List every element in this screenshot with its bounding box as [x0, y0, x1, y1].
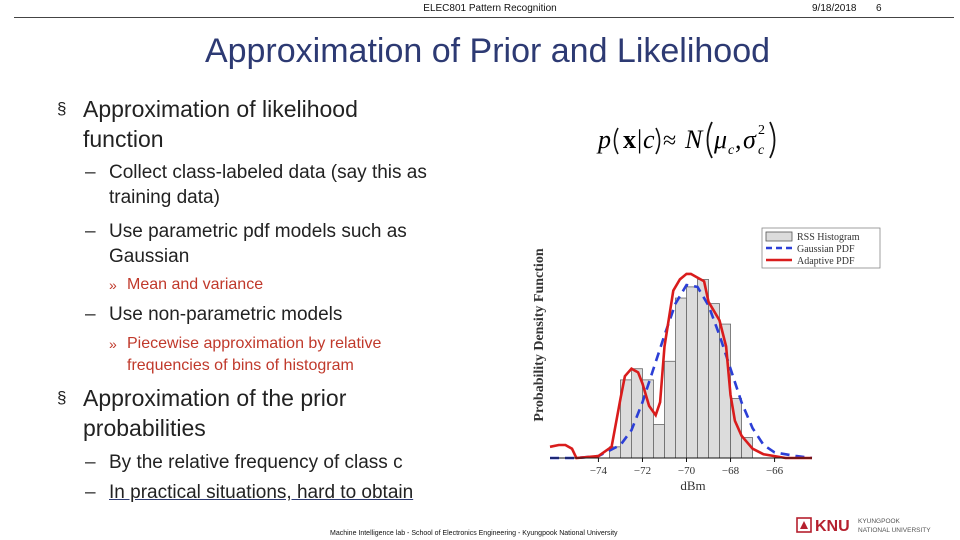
bullet-text: Piecewise approximation by relative [127, 335, 382, 352]
x-tick-label: −72 [634, 465, 651, 477]
bullet-marker: – [85, 452, 96, 473]
bullet-marker: – [85, 304, 96, 325]
bullet-text: Use non-parametric models [109, 304, 343, 325]
sub-bullet-collect: – Collect class-labeled data (say this a… [85, 160, 427, 210]
formula-paren [769, 121, 776, 159]
knu-logo: KNU KYUNGPOOK NATIONAL UNIVERSITY [796, 517, 931, 535]
bullet-marker: § [57, 99, 67, 118]
bullet-text: In practical situations, hard to obtain [109, 482, 414, 503]
bullet-marker: – [85, 482, 96, 503]
bullet-text: Approximation of the prior [83, 385, 347, 411]
formula-symbol: N [684, 125, 704, 154]
histogram-bar [686, 286, 698, 459]
x-tick-label: −74 [590, 465, 608, 477]
formula-symbol: c [758, 143, 765, 158]
header-divider [14, 17, 954, 18]
legend-label: Adaptive PDF [797, 256, 855, 267]
sub-sub-bullet-mean: » Mean and variance [109, 274, 264, 296]
formula-symbol: p [596, 125, 611, 154]
x-tick-label: −66 [766, 465, 784, 477]
bullet-text: function [83, 126, 164, 152]
bullet-text: frequencies of bins of histogram [127, 357, 354, 374]
logo-name: NATIONAL UNIVERSITY [858, 527, 931, 534]
formula-paren [706, 121, 713, 159]
x-tick-label: −70 [678, 465, 696, 477]
bullet-marker: § [57, 388, 67, 407]
logo-name: KYUNGPOOK [858, 518, 901, 525]
bullet-text: Collect class-labeled data (say this as [109, 162, 427, 183]
bullet-marker: – [85, 162, 96, 183]
bullet-text: Use parametric pdf models such as [109, 221, 407, 242]
x-axis-label: dBm [680, 478, 705, 493]
bullet-text: Approximation of likelihood [83, 96, 358, 122]
histogram-bar [675, 297, 687, 459]
slide-title: Approximation of Prior and Likelihood [204, 32, 771, 70]
bullet-text: By the relative frequency of class c [109, 452, 403, 473]
bullet-prior: § Approximation of the prior probabiliti… [57, 383, 347, 443]
series-line-gaussian [550, 283, 813, 460]
legend-swatch-histogram [765, 231, 793, 242]
bullet-marker: » [109, 277, 117, 293]
formula-paren [655, 127, 661, 155]
formula-symbol: 2 [758, 123, 765, 138]
sub-bullet-practical: – In practical situations, hard to obtai… [85, 480, 414, 505]
formula-symbol: x [623, 125, 636, 154]
formula-symbol: μ [713, 125, 727, 154]
bullet-marker: – [85, 221, 96, 242]
bullet-text: Mean and variance [127, 276, 264, 293]
legend-label: Gaussian PDF [797, 244, 855, 255]
formula-symbol: , [735, 125, 742, 154]
y-axis-label: Probability Density Function [532, 248, 547, 421]
x-axis-ticks: −74 −72 −70 −68 −66 [590, 458, 784, 477]
formula-symbol: σ [743, 125, 757, 154]
sub-bullet-relative-frequency: – By the relative frequency of class c [85, 450, 403, 475]
series-line-adaptive [549, 272, 812, 460]
logo-mark: KNU [815, 518, 850, 535]
formula-symbol: | [637, 125, 642, 154]
histogram-bar [708, 303, 720, 459]
course-title: ELEC801 Pattern Recognition [423, 3, 557, 14]
bullet-marker: » [109, 336, 117, 352]
logo-emblem-icon [800, 521, 808, 529]
sub-sub-bullet-piecewise: » Piecewise approximation by relative fr… [109, 333, 382, 377]
formula-paren [613, 127, 619, 155]
bullet-text: Gaussian [109, 246, 190, 267]
chart-legend: RSS Histogram Gaussian PDF Adaptive PDF [761, 227, 881, 269]
histogram-bar [697, 279, 709, 459]
likelihood-formula: p x | c ≈ N μ c , σ 2 c [596, 121, 776, 159]
footer-text: Machine Intelligence lab - School of Ele… [330, 530, 618, 537]
histogram-bar [664, 360, 676, 459]
slide-date: 9/18/2018 [812, 3, 857, 14]
pdf-histogram-chart: −74 −72 −70 −68 −66 Probability Density Func… [532, 227, 881, 493]
bullet-likelihood: § Approximation of likelihood function [57, 94, 358, 154]
bullet-text: probabilities [83, 415, 206, 441]
x-tick-label: −68 [722, 465, 740, 477]
bullet-text: training data) [109, 187, 220, 208]
page-number: 6 [876, 3, 882, 14]
histogram-bars [609, 279, 753, 459]
histogram-bar [653, 424, 665, 459]
sub-bullet-parametric: – Use parametric pdf models such as Gaus… [85, 219, 407, 269]
formula-symbol: c [643, 125, 655, 154]
formula-symbol: c [728, 143, 735, 158]
legend-label: RSS Histogram [797, 232, 860, 243]
sub-bullet-nonparametric: – Use non-parametric models [85, 302, 343, 327]
logo-emblem-icon [796, 517, 812, 533]
formula-symbol: ≈ [663, 128, 676, 154]
